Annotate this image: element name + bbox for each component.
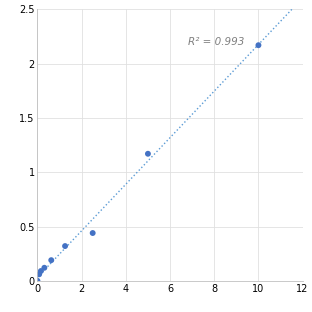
- Text: R² = 0.993: R² = 0.993: [188, 37, 244, 47]
- Point: [37, 272, 42, 277]
- Point: [145, 151, 150, 156]
- Point: [256, 43, 261, 48]
- Point: [63, 244, 68, 249]
- Point: [90, 231, 95, 236]
- Point: [49, 258, 54, 263]
- Point: [35, 278, 40, 283]
- Point: [38, 269, 43, 274]
- Point: [42, 265, 47, 270]
